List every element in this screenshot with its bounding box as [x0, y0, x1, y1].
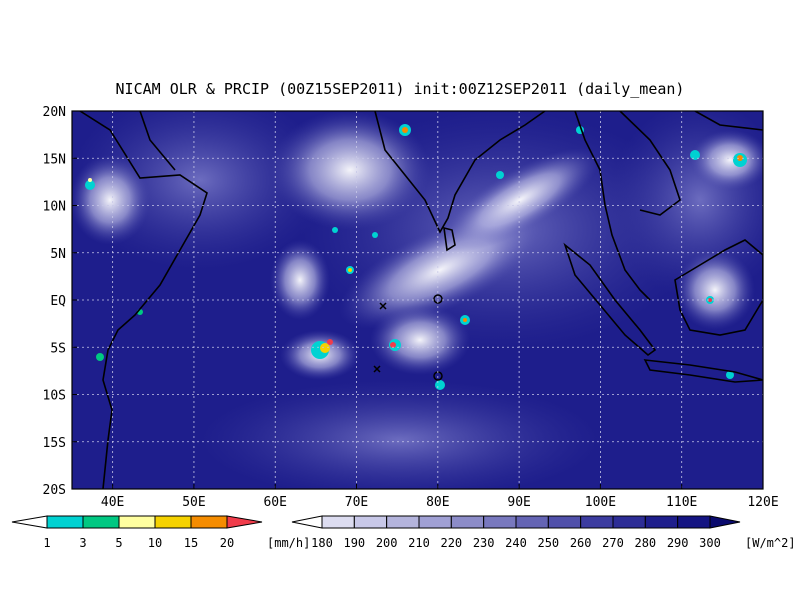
- lon-label: 110E: [666, 495, 697, 510]
- colorbar-box: [154, 515, 192, 529]
- lat-label: 10N: [43, 200, 66, 215]
- colorbar-box: [515, 515, 549, 529]
- lon-label: 100E: [585, 495, 616, 510]
- colorbar-box: [82, 515, 120, 529]
- colorbar-arrow: [709, 515, 741, 529]
- colorbar-box: [547, 515, 582, 529]
- lon-label: 90E: [507, 495, 530, 510]
- colorbar-box: [118, 515, 156, 529]
- colorbar-box: [450, 515, 485, 529]
- colorbar-label: 1: [43, 536, 50, 550]
- colorbar-label: 250: [537, 536, 559, 550]
- colorbar-label: 200: [376, 536, 398, 550]
- colorbar-box: [483, 515, 517, 529]
- lat-label: EQ: [50, 294, 66, 309]
- colorbar-label: 280: [634, 536, 656, 550]
- lat-label: 20S: [43, 483, 66, 498]
- colorbar-label: 220: [440, 536, 462, 550]
- colorbar-label: 190: [343, 536, 365, 550]
- lat-label: 20N: [43, 105, 66, 120]
- colorbar-arrow: [226, 515, 263, 529]
- colorbar-label: 3: [79, 536, 86, 550]
- coastlines: [79, 111, 763, 489]
- colorbar-label: 260: [570, 536, 592, 550]
- colorbar-label: 210: [408, 536, 430, 550]
- colorbar-label: 240: [505, 536, 527, 550]
- lon-label: 120E: [747, 495, 778, 510]
- colorbar-box: [386, 515, 420, 529]
- lon-label: 80E: [426, 495, 449, 510]
- lon-label: 50E: [182, 495, 205, 510]
- colorbar-label: 15: [184, 536, 198, 550]
- colorbar-box: [644, 515, 679, 529]
- axis-labels: 20N 15N 10N 5N EQ 5S 10S 15S 20S 40E 50E 60E 70E 80E 9…: [43, 105, 779, 510]
- colorbar-label: 290: [667, 536, 689, 550]
- lon-label: 40E: [101, 495, 124, 510]
- colorbar-box: [321, 515, 355, 529]
- colorbar-label: 270: [602, 536, 624, 550]
- colorbar-label: 180: [311, 536, 333, 550]
- colorbar-label: 230: [473, 536, 495, 550]
- colorbar-box: [677, 515, 711, 529]
- lon-label: 70E: [345, 495, 368, 510]
- grid: [72, 111, 763, 489]
- colorbar-box: [418, 515, 452, 529]
- precip-spots: [85, 124, 747, 390]
- colorbar-box: [46, 515, 84, 529]
- colorbar-box: [612, 515, 646, 529]
- colorbar-label: 20: [220, 536, 234, 550]
- colorbar-box: [580, 515, 614, 529]
- lon-label: 60E: [263, 495, 286, 510]
- colorbar-unit: [mm/h]: [267, 536, 310, 550]
- colorbar-arrow: [11, 515, 48, 529]
- colorbar-label: 300: [699, 536, 721, 550]
- colorbar-box: [353, 515, 388, 529]
- colorbar-label: 10: [148, 536, 162, 550]
- lat-label: 5N: [50, 247, 66, 262]
- lat-label: 10S: [43, 389, 66, 404]
- colorbar-label: 5: [115, 536, 122, 550]
- lat-label: 15N: [43, 152, 66, 167]
- lat-label: 5S: [50, 341, 66, 356]
- title: NICAM OLR & PRCIP (00Z15SEP2011) init:00…: [116, 80, 685, 98]
- colorbars: 1 3 5 10 15 20 [mm/h] 180 190 200 210 220 230 240 250 2…: [11, 515, 796, 550]
- lat-label: 15S: [43, 436, 66, 451]
- colorbar-arrow: [291, 515, 323, 529]
- map-field: [72, 111, 763, 489]
- colorbar-unit: [W/m^2]: [745, 536, 796, 550]
- colorbar-box: [190, 515, 228, 529]
